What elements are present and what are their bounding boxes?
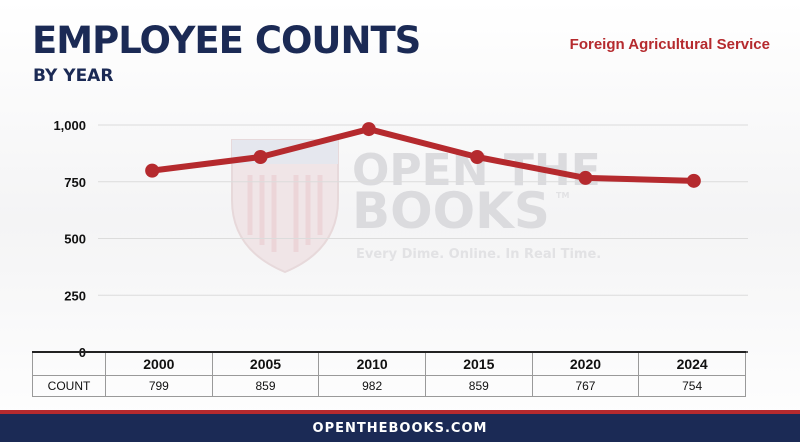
watermark-line2: BOOKS	[352, 182, 550, 240]
table-value-row: COUNT 799 859 982 859 767 754	[32, 375, 746, 397]
x-tick-label: 2015	[424, 351, 533, 376]
page-title: EMPLOYEE COUNTS	[32, 19, 421, 62]
series-line	[145, 122, 701, 188]
footer-site-link[interactable]: OPENTHEBOOKS.COM	[312, 420, 488, 436]
footer-bar: OPENTHEBOOKS.COM	[0, 410, 800, 442]
y-tick-label: 250	[64, 288, 86, 303]
table-corner	[32, 351, 106, 376]
page-subtitle: BY YEAR	[33, 66, 114, 86]
series-polyline	[149, 126, 697, 184]
table-header-row: 2000 2005 2010 2015 2020 2024	[32, 351, 746, 376]
y-tick-label: 750	[64, 175, 86, 190]
y-tick-label: 500	[64, 232, 86, 247]
data-label: 754	[638, 375, 746, 397]
data-point	[253, 150, 268, 165]
data-label: 859	[211, 375, 320, 397]
x-tick-label: 2010	[318, 351, 426, 376]
data-point	[361, 122, 376, 137]
data-label: 859	[424, 375, 533, 397]
x-tick-label: 2005	[211, 351, 320, 376]
data-point	[578, 170, 593, 185]
data-label: 982	[318, 375, 426, 397]
agency-name: Foreign Agricultural Service	[569, 36, 770, 53]
x-tick-label: 2000	[105, 351, 213, 376]
x-tick-label: 2024	[638, 351, 746, 376]
watermark-trademark: TM	[556, 191, 569, 200]
watermark: OPEN THE BOOKS TM Every Dime. Online. In…	[231, 139, 601, 274]
data-label: 767	[531, 375, 640, 397]
data-point	[145, 163, 160, 178]
data-point	[686, 173, 701, 188]
data-label: 799	[105, 375, 213, 397]
table-row-label: COUNT	[32, 375, 106, 397]
x-tick-label: 2020	[531, 351, 640, 376]
y-tick-label: 1,000	[53, 118, 86, 133]
watermark-tagline: Every Dime. Online. In Real Time.	[356, 247, 601, 262]
data-table: 2000 2005 2010 2015 2020 2024 COUNT 799 859 982…	[32, 351, 746, 397]
data-point	[470, 150, 485, 165]
